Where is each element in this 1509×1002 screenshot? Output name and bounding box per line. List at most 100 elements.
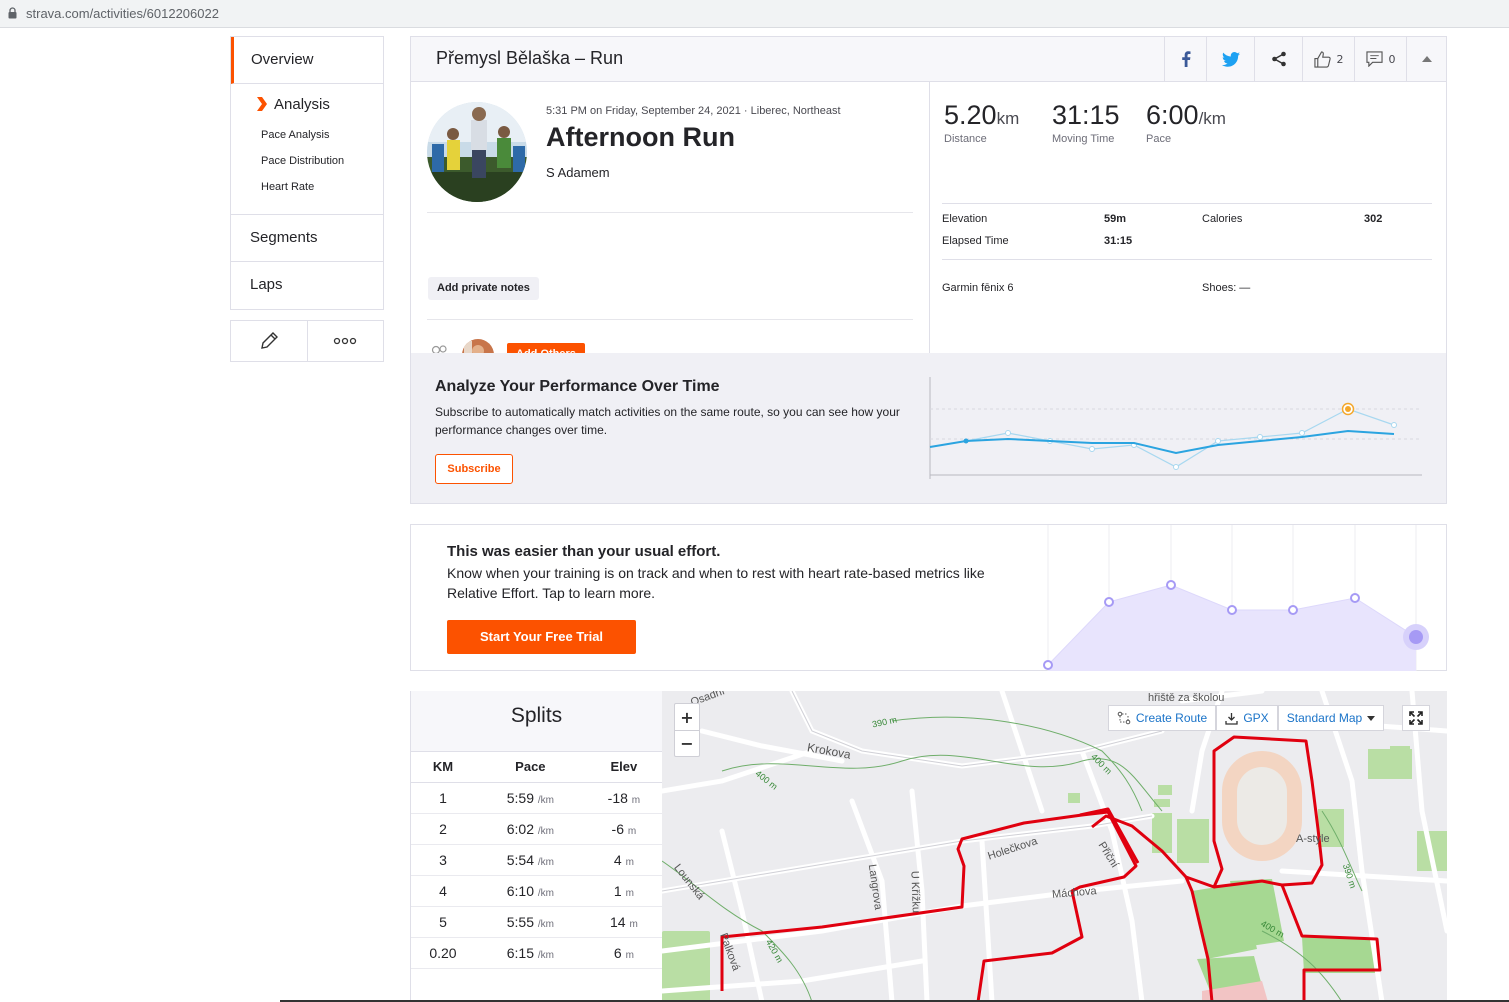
split-elev: 4 m	[585, 844, 662, 876]
distance-value: 5.20	[944, 100, 997, 130]
map-type-label: Standard Map	[1286, 711, 1363, 725]
stat-pace: 6:00/km Pace	[1146, 100, 1226, 145]
route-map[interactable]: Krokova Holečkova Máchova Přiční Langrov…	[662, 691, 1447, 1002]
more-actions-button[interactable]	[306, 321, 384, 361]
performance-trend-graphic	[929, 377, 1422, 479]
activity-date-location: 5:31 PM on Friday, September 24, 2021 · …	[546, 105, 841, 117]
sidebar-item-segments[interactable]: Segments	[231, 215, 383, 262]
split-pace: 5:54 /km	[474, 844, 586, 876]
split-elev-value: 4	[613, 851, 622, 868]
sidebar-item-heart-rate[interactable]: Heart Rate	[261, 181, 315, 193]
activity-header-title: Přemysl Bělaška – Run	[436, 48, 624, 68]
splits-table: KM Pace Elev 1 5:59 /km -18 m 2 6:02 /km -6 m…	[411, 752, 662, 969]
caret-down-icon	[1367, 715, 1376, 721]
split-pace-unit: /km	[537, 949, 554, 961]
split-pace-value: 6:02	[506, 820, 534, 837]
splits-title: Splits	[411, 691, 662, 752]
facebook-share-button[interactable]	[1164, 37, 1206, 81]
create-route-button[interactable]: Create Route	[1108, 705, 1216, 731]
splits-panel: Splits KM Pace Elev 1 5:59 /km -18 m 2 6:02 …	[410, 691, 662, 1002]
split-pace-unit: /km	[537, 887, 554, 899]
twitter-icon	[1221, 51, 1240, 67]
activity-header: Přemysl Bělaška – Run 2 0	[411, 37, 1446, 82]
split-elev-unit: m	[625, 856, 634, 868]
split-km: 4	[411, 875, 475, 907]
map-type-select[interactable]: Standard Map	[1278, 705, 1384, 731]
comment-icon	[1365, 51, 1383, 67]
activity-summary: 5:31 PM on Friday, September 24, 2021 · …	[411, 82, 1446, 371]
subscribe-button[interactable]: Subscribe	[435, 454, 513, 484]
split-pace: 6:02 /km	[474, 813, 586, 845]
share-button[interactable]	[1254, 37, 1302, 81]
activity-description: S Adamem	[546, 165, 610, 180]
header-actions: 2 0	[1164, 37, 1446, 81]
split-elev-unit: m	[627, 825, 637, 837]
analyze-title: Analyze Your Performance Over Time	[435, 378, 720, 395]
elevation-label: Elevation	[942, 213, 988, 225]
comment-count: 0	[1388, 52, 1396, 66]
add-private-notes-button[interactable]: Add private notes	[428, 277, 539, 300]
facebook-icon	[1181, 51, 1190, 67]
edit-button[interactable]	[231, 321, 307, 361]
zoom-controls: + −	[674, 703, 700, 757]
sidebar-item-pace-distribution[interactable]: Pace Distribution	[261, 155, 345, 167]
gpx-download-button[interactable]: GPX	[1216, 705, 1278, 731]
pace-label: Pace	[1146, 133, 1172, 145]
split-elev-unit: m	[631, 794, 641, 806]
split-elev: 1 m	[585, 875, 662, 907]
stat-moving-time: 31:15 Moving Time	[1052, 100, 1120, 145]
relative-effort-graphic	[1043, 525, 1429, 671]
sidebar-item-laps[interactable]: Laps	[250, 276, 283, 293]
sidebar-actions	[230, 320, 384, 362]
athlete-avatar[interactable]	[427, 102, 527, 202]
elevation-value: 59m	[1104, 213, 1127, 225]
twitter-share-button[interactable]	[1206, 37, 1254, 81]
sidebar-item-analysis[interactable]: Analysis	[257, 94, 383, 114]
sidebar-item-pace-analysis[interactable]: Pace Analysis	[261, 129, 330, 141]
start-free-trial-button[interactable]: Start Your Free Trial	[447, 620, 636, 654]
split-km: 1	[411, 782, 475, 814]
table-row: 2 6:02 /km -6 m	[411, 813, 662, 845]
share-icon	[1271, 51, 1286, 67]
sidebar-item-overview[interactable]: Overview	[231, 37, 383, 84]
comment-button[interactable]: 0	[1354, 37, 1406, 81]
relative-effort-panel[interactable]: This was easier than your usual effort. …	[410, 524, 1447, 671]
sidebar-analysis-label: Analysis	[274, 95, 330, 113]
shoes-info[interactable]: Shoes: —	[1202, 282, 1251, 294]
distance-unit: km	[996, 109, 1020, 128]
calories-label: Calories	[1202, 213, 1243, 225]
split-elev: -18 m	[585, 782, 662, 814]
analyze-text: Subscribe to automatically match activit…	[435, 405, 900, 437]
table-row: 4 6:10 /km 1 m	[411, 875, 662, 907]
splits-col-elev: Elev	[585, 752, 662, 783]
split-elev-unit: m	[625, 949, 634, 961]
table-row: 5 5:55 /km 14 m	[411, 906, 662, 938]
lock-icon	[8, 7, 17, 19]
split-elev: 6 m	[585, 937, 662, 969]
chevron-right-icon	[257, 97, 267, 111]
split-km: 3	[411, 844, 475, 876]
split-pace: 6:10 /km	[474, 875, 586, 907]
moving-time-label: Moving Time	[1052, 133, 1115, 145]
zoom-in-button[interactable]: +	[680, 707, 694, 727]
caret-up-icon	[1421, 56, 1432, 62]
collapse-button[interactable]	[1406, 37, 1446, 81]
split-elev: -6 m	[585, 813, 662, 845]
browser-url-bar[interactable]: strava.com/activities/6012206022	[0, 0, 1509, 28]
map-label-a-style: A-style	[1296, 833, 1330, 845]
pencil-icon	[260, 332, 278, 349]
fullscreen-button[interactable]	[1402, 705, 1430, 731]
split-km: 0.20	[411, 937, 475, 969]
split-elev-value: 6	[613, 944, 622, 961]
split-km: 2	[411, 813, 475, 845]
url-text[interactable]: strava.com/activities/6012206022	[26, 6, 219, 21]
map-label-u-krizku: U Křížku	[908, 870, 922, 914]
activity-card: Přemysl Bělaška – Run 2 0	[410, 36, 1447, 371]
split-elev-value: 14	[609, 913, 626, 930]
zoom-out-button[interactable]: −	[675, 730, 699, 756]
effort-text: Know when your training is on track and …	[447, 565, 985, 601]
map-canvas[interactable]	[662, 691, 1447, 1002]
kudos-button[interactable]: 2	[1302, 37, 1354, 81]
route-icon	[1117, 711, 1131, 725]
stats-divider	[942, 203, 1432, 204]
